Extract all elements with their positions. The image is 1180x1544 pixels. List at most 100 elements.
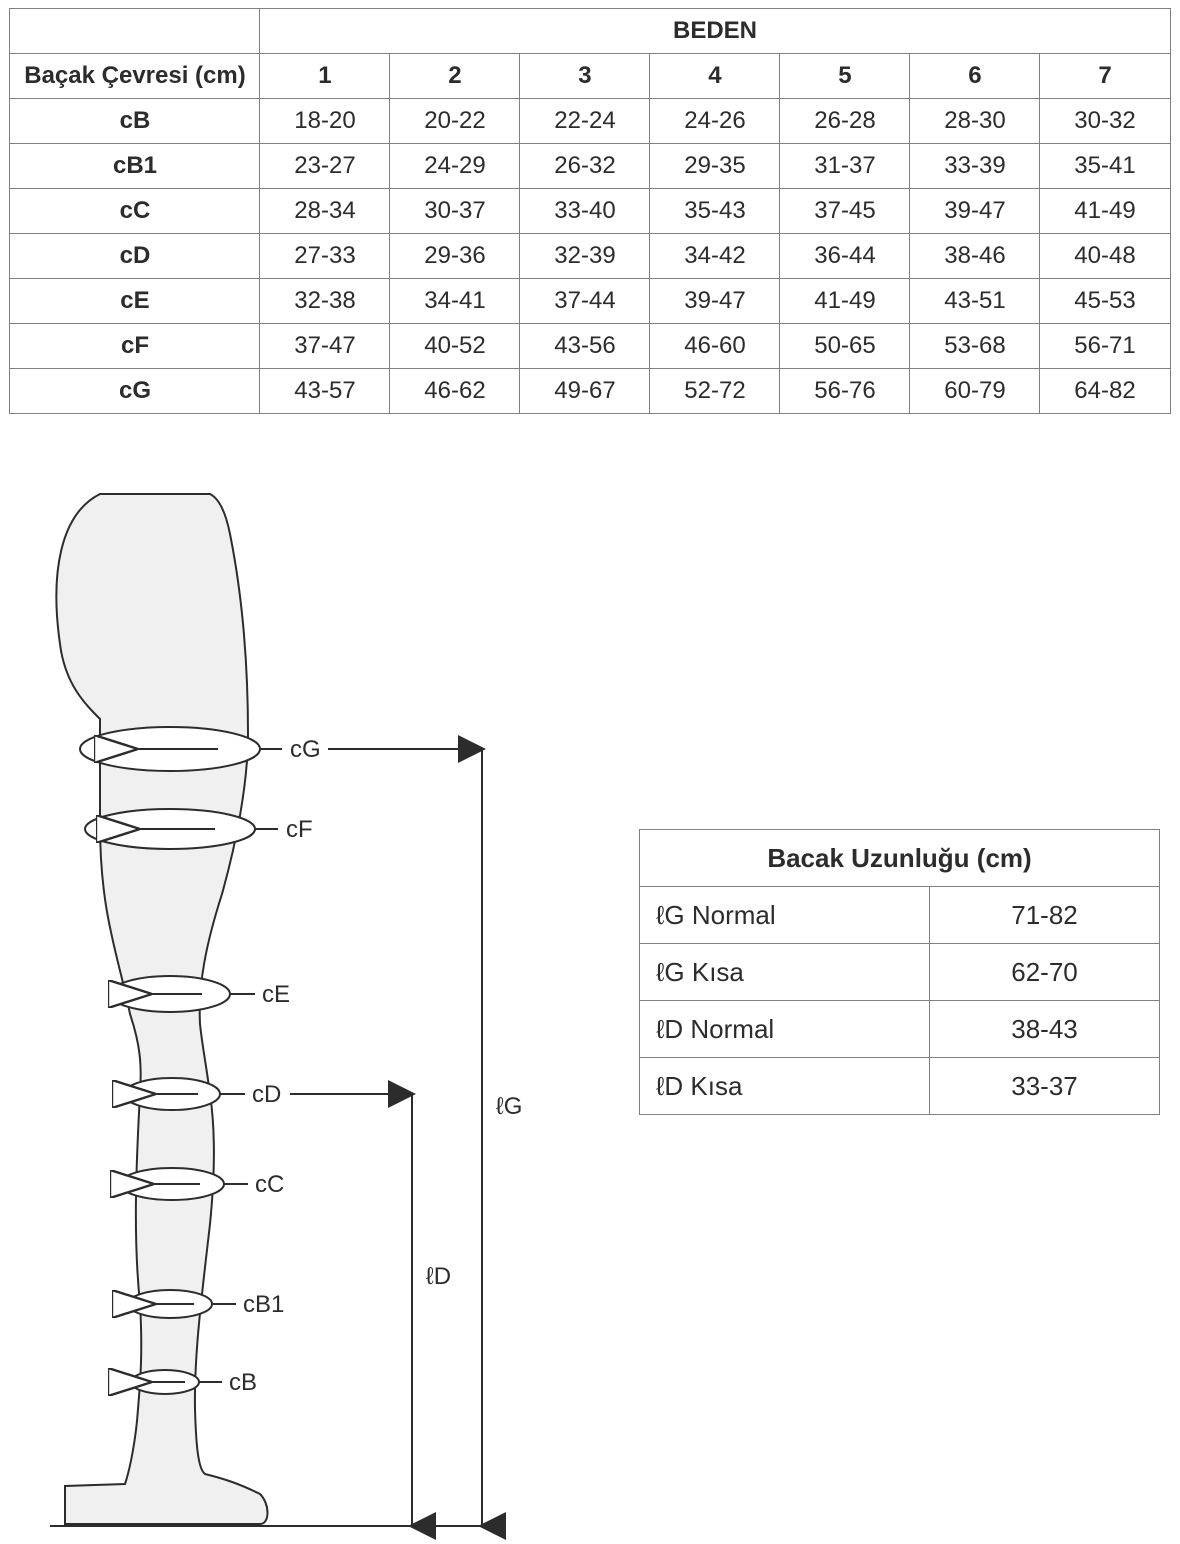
marker-cc: cC (255, 1171, 284, 1198)
cell: 34-41 (390, 279, 520, 324)
table-row: ℓD Kısa 33-37 (640, 1058, 1160, 1115)
col-5: 5 (780, 54, 910, 99)
leg-diagram: cG cF cE cD cC cB1 cB ℓG ℓD (30, 484, 610, 1544)
len-value: 33-37 (930, 1058, 1160, 1115)
cell: 29-35 (650, 144, 780, 189)
cell: 26-32 (520, 144, 650, 189)
cell: 36-44 (780, 234, 910, 279)
table-header-row: Bacak Uzunluğu (cm) (640, 830, 1160, 887)
len-value: 71-82 (930, 887, 1160, 944)
cell: 28-34 (260, 189, 390, 234)
table-row: ℓD Normal 38-43 (640, 1001, 1160, 1058)
cell: 40-48 (1040, 234, 1170, 279)
cell: 39-47 (650, 279, 780, 324)
table-row: cB1 23-27 24-29 26-32 29-35 31-37 33-39 … (10, 144, 1170, 189)
cell: 50-65 (780, 324, 910, 369)
row-label: cG (10, 369, 260, 414)
cell: 32-38 (260, 279, 390, 324)
cell: 24-26 (650, 99, 780, 144)
marker-cf: cF (286, 816, 313, 843)
cell: 37-45 (780, 189, 910, 234)
len-value: 62-70 (930, 944, 1160, 1001)
table-header-row: BEDEN (10, 9, 1170, 54)
cell: 33-39 (910, 144, 1040, 189)
col-4: 4 (650, 54, 780, 99)
cell: 30-32 (1040, 99, 1170, 144)
cell: 43-57 (260, 369, 390, 414)
cell: 23-27 (260, 144, 390, 189)
marker-ce: cE (262, 981, 290, 1008)
cell: 37-47 (260, 324, 390, 369)
cell: 43-51 (910, 279, 1040, 324)
cell: 37-44 (520, 279, 650, 324)
cell: 46-60 (650, 324, 780, 369)
cell: 29-36 (390, 234, 520, 279)
table-row: cG 43-57 46-62 49-67 52-72 56-76 60-79 6… (10, 369, 1170, 414)
len-label: ℓD Normal (640, 1001, 930, 1058)
size-title: BEDEN (260, 9, 1170, 54)
length-table: Bacak Uzunluğu (cm) ℓG Normal 71-82 ℓG K… (639, 829, 1160, 1115)
marker-cb: cB (229, 1369, 257, 1396)
cell: 56-71 (1040, 324, 1170, 369)
cell: 26-28 (780, 99, 910, 144)
row-label: cB1 (10, 144, 260, 189)
table-row: ℓG Normal 71-82 (640, 887, 1160, 944)
cell: 18-20 (260, 99, 390, 144)
cell: 35-43 (650, 189, 780, 234)
rowheader-label: Baçak Çevresi (cm) (10, 54, 260, 99)
cell: 52-72 (650, 369, 780, 414)
cell: 34-42 (650, 234, 780, 279)
cell: 40-52 (390, 324, 520, 369)
cell: 24-29 (390, 144, 520, 189)
cell: 30-37 (390, 189, 520, 234)
table-row: cC 28-34 30-37 33-40 35-43 37-45 39-47 4… (10, 189, 1170, 234)
len-label: ℓD Kısa (640, 1058, 930, 1115)
leg-diagram-svg: cG cF cE cD cC cB1 cB ℓG ℓD (30, 484, 610, 1544)
col-3: 3 (520, 54, 650, 99)
row-label: cB (10, 99, 260, 144)
cell: 35-41 (1040, 144, 1170, 189)
cell: 53-68 (910, 324, 1040, 369)
empty-header (10, 9, 260, 54)
cell: 33-40 (520, 189, 650, 234)
cell: 31-37 (780, 144, 910, 189)
table-row: cB 18-20 20-22 22-24 24-26 26-28 28-30 3… (10, 99, 1170, 144)
row-label: cD (10, 234, 260, 279)
marker-cb1: cB1 (243, 1291, 284, 1318)
row-label: cF (10, 324, 260, 369)
cell: 38-46 (910, 234, 1040, 279)
col-7: 7 (1040, 54, 1170, 99)
size-table: BEDEN Baçak Çevresi (cm) 1 2 3 4 5 6 7 c… (9, 8, 1170, 414)
table-row: cE 32-38 34-41 37-44 39-47 41-49 43-51 4… (10, 279, 1170, 324)
table-column-row: Baçak Çevresi (cm) 1 2 3 4 5 6 7 (10, 54, 1170, 99)
cell: 20-22 (390, 99, 520, 144)
cell: 56-76 (780, 369, 910, 414)
col-1: 1 (260, 54, 390, 99)
cell: 28-30 (910, 99, 1040, 144)
cell: 41-49 (780, 279, 910, 324)
cell: 49-67 (520, 369, 650, 414)
len-value: 38-43 (930, 1001, 1160, 1058)
col-2: 2 (390, 54, 520, 99)
table-row: cD 27-33 29-36 32-39 34-42 36-44 38-46 4… (10, 234, 1170, 279)
cell: 64-82 (1040, 369, 1170, 414)
row-label: cE (10, 279, 260, 324)
length-title: Bacak Uzunluğu (cm) (640, 830, 1160, 887)
length-marker-lg: ℓG (496, 1093, 522, 1120)
cell: 60-79 (910, 369, 1040, 414)
cell: 45-53 (1040, 279, 1170, 324)
cell: 32-39 (520, 234, 650, 279)
cell: 22-24 (520, 99, 650, 144)
cell: 41-49 (1040, 189, 1170, 234)
table-row: cF 37-47 40-52 43-56 46-60 50-65 53-68 5… (10, 324, 1170, 369)
marker-cg: cG (290, 736, 321, 763)
cell: 27-33 (260, 234, 390, 279)
col-6: 6 (910, 54, 1040, 99)
cell: 46-62 (390, 369, 520, 414)
row-label: cC (10, 189, 260, 234)
len-label: ℓG Kısa (640, 944, 930, 1001)
cell: 39-47 (910, 189, 1040, 234)
len-label: ℓG Normal (640, 887, 930, 944)
cell: 43-56 (520, 324, 650, 369)
marker-cd: cD (252, 1081, 281, 1108)
